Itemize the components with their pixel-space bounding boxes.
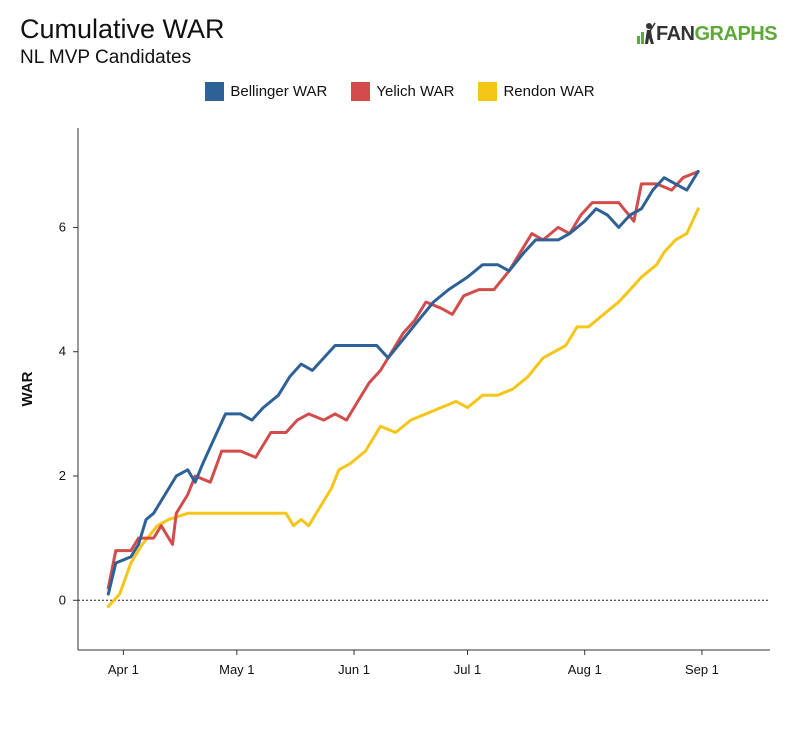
y-tick-label: 2 <box>59 468 66 483</box>
logo-text-graphs: GRAPHS <box>694 22 778 45</box>
batter-logo-icon <box>637 22 656 44</box>
legend-swatch <box>478 81 498 101</box>
logo-text-fan: FAN <box>656 22 695 45</box>
x-tick-label: Sep 1 <box>685 662 719 677</box>
legend-label: Rendon WAR <box>503 82 595 100</box>
legend-label: Yelich WAR <box>376 82 455 100</box>
legend-swatch <box>351 81 371 101</box>
y-tick-label: 0 <box>59 592 66 607</box>
x-tick-label: Jul 1 <box>454 662 481 677</box>
chart-title: Cumulative WAR <box>20 14 225 44</box>
legend-item: Rendon WAR <box>478 81 595 101</box>
series-line-yelich-war <box>106 170 700 590</box>
chart-legend: Bellinger WAR Yelich WAR Rendon WAR <box>0 80 800 102</box>
legend-item: Yelich WAR <box>351 81 455 101</box>
x-tick-label: Apr 1 <box>108 662 139 677</box>
x-tick-label: Jun 1 <box>338 662 370 677</box>
legend-item: Bellinger WAR <box>205 81 328 101</box>
legend-swatch <box>205 81 225 101</box>
y-tick-label: 4 <box>59 344 66 359</box>
chart-subtitle: NL MVP Candidates <box>20 47 192 68</box>
x-tick-label: May 1 <box>219 662 254 677</box>
x-tick-label: Aug 1 <box>568 662 602 677</box>
y-tick-label: 6 <box>59 219 66 234</box>
series-line-rendon-war <box>106 207 700 608</box>
y-axis-label: WAR <box>19 371 36 406</box>
legend-label: Bellinger WAR <box>230 82 328 100</box>
fangraphs-logo: FAN GRAPHS <box>636 20 778 48</box>
series-line-bellinger-war <box>106 170 700 596</box>
